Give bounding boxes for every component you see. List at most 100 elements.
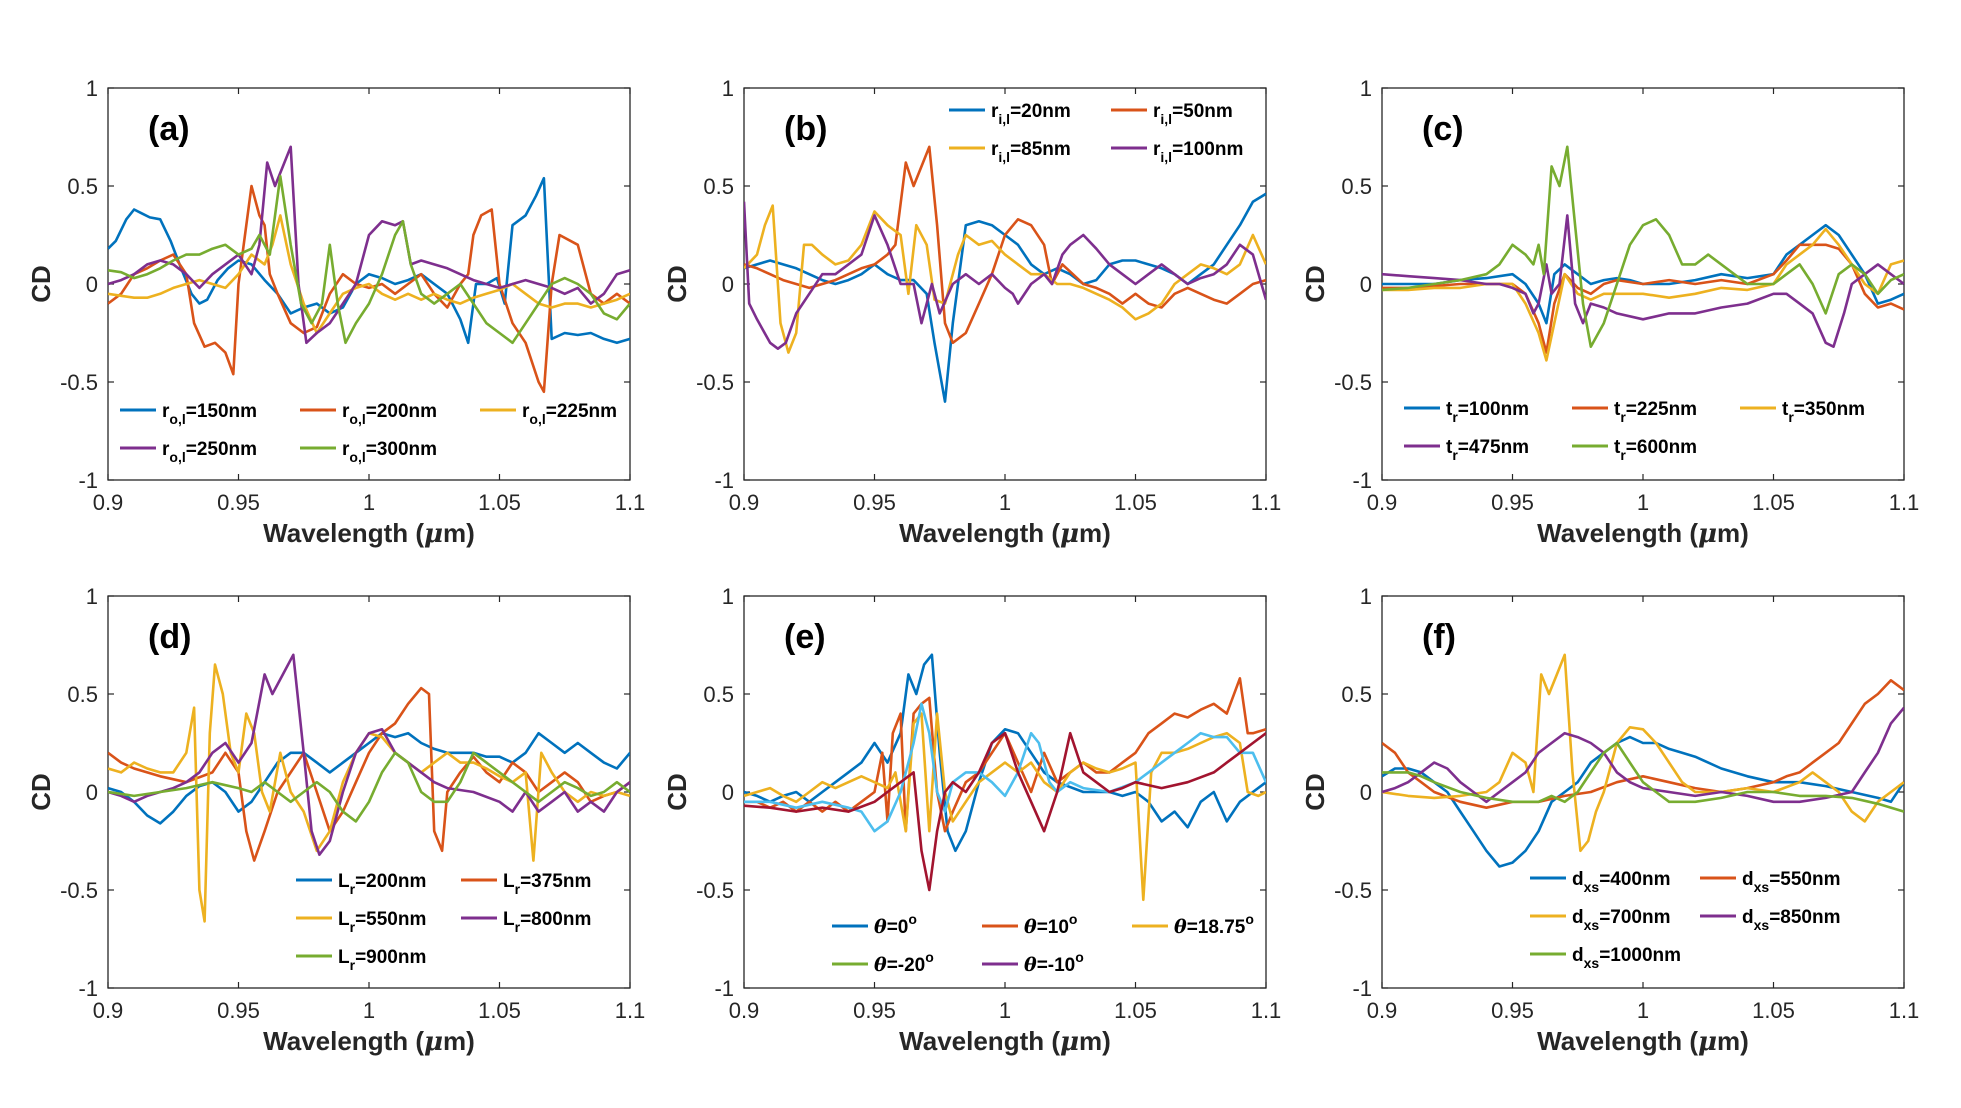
x-tick-label: 1 (1637, 998, 1649, 1023)
x-tick-label: 0.9 (729, 998, 760, 1023)
legend-entry: ri,l=85nm (991, 139, 1071, 165)
legend: dxs=400nm dxs=550nm dxs=700nm dxs=850nm dxs=… (1530, 869, 1840, 971)
y-tick-label: -0.5 (60, 370, 98, 395)
x-tick-label: 1.1 (1251, 998, 1282, 1023)
series-line (108, 751, 630, 823)
axes-box (743, 595, 1267, 989)
panel-label: (f) (1422, 618, 1456, 656)
panel-label: (d) (148, 618, 191, 656)
x-axis-label: Wavelength (μm) (263, 1026, 475, 1057)
legend-entry: ro,l=225nm (522, 401, 617, 427)
axes-box (1381, 595, 1905, 989)
legend-entry: θ=-10o (1024, 949, 1084, 976)
legend-entry: θ=10o (1024, 911, 1077, 938)
x-tick-label: 0.9 (93, 490, 124, 515)
x-axis-label: Wavelength (μm) (899, 1026, 1111, 1057)
x-tick-label: 0.95 (1491, 998, 1534, 1023)
x-tick-label: 1 (363, 998, 375, 1023)
y-tick-label: 1 (722, 584, 734, 609)
legend-entry: θ=0o (874, 911, 917, 938)
series-line (744, 201, 1266, 350)
x-tick-label: 1.05 (1114, 490, 1157, 515)
y-tick-label: 0 (722, 272, 734, 297)
legend-entry: Lr=900nm (338, 947, 426, 973)
y-tick-label: -0.5 (696, 370, 734, 395)
y-tick-label: 1 (1360, 584, 1372, 609)
series-line (1382, 706, 1904, 804)
y-tick-label: -1 (714, 468, 734, 493)
x-axis-label: Wavelength (μm) (1537, 518, 1749, 549)
y-axis-label: CD (26, 265, 56, 303)
series-line (744, 702, 1266, 833)
panel-a: 0.9 0.95 1 1.05 1.1 1 0.5 0 -0.5 -1 (a) Wavelength … (26, 76, 645, 549)
legend-entry: ro,l=250nm (162, 439, 257, 465)
y-tick-label: -1 (1352, 976, 1372, 1001)
y-tick-label: -1 (78, 976, 98, 1001)
panel-f: 0.9 0.95 1 1.05 1.1 1 0.5 0 -0.5 -1 (f) Wavelength … (1300, 584, 1919, 1057)
panel-e: 0.9 0.95 1 1.05 1.1 1 0.5 0 -0.5 -1 (e) Wavelength … (662, 584, 1281, 1057)
y-tick-label: 0.5 (1341, 174, 1372, 199)
series-line (744, 731, 1266, 892)
series-line (108, 686, 630, 862)
series-line (1382, 145, 1904, 348)
y-axis-label: CD (1300, 265, 1330, 303)
x-tick-label: 1.05 (478, 490, 521, 515)
x-tick-label: 1.05 (478, 998, 521, 1023)
legend-entry: Lr=550nm (338, 909, 426, 935)
legend-entry: dxs=700nm (1572, 907, 1670, 933)
y-tick-label: -0.5 (1334, 370, 1372, 395)
legend-entry: ri,l=20nm (991, 101, 1071, 127)
y-tick-label: 0.5 (703, 682, 734, 707)
legend: Lr=200nm Lr=375nm Lr=550nm Lr=800nm Lr=900nm (296, 871, 591, 973)
x-tick-label: 1.05 (1114, 998, 1157, 1023)
x-tick-label: 0.9 (729, 490, 760, 515)
y-tick-label: 0 (86, 780, 98, 805)
series-line (744, 653, 1266, 853)
y-axis-label: CD (662, 773, 692, 811)
x-tick-label: 0.95 (217, 490, 260, 515)
legend-entry: tr=475nm (1446, 437, 1529, 463)
x-tick-label: 1.1 (615, 490, 646, 515)
y-tick-label: 0 (1360, 272, 1372, 297)
x-tick-label: 1.05 (1752, 490, 1795, 515)
x-tick-label: 1.1 (615, 998, 646, 1023)
x-tick-label: 0.9 (1367, 490, 1398, 515)
y-tick-label: 1 (722, 76, 734, 101)
y-tick-label: 1 (86, 584, 98, 609)
series-line (1382, 741, 1904, 813)
y-tick-label: -0.5 (60, 878, 98, 903)
y-tick-label: 0 (86, 272, 98, 297)
x-tick-label: 0.95 (853, 998, 896, 1023)
series-line (108, 653, 630, 856)
legend-entry: dxs=400nm (1572, 869, 1670, 895)
legend-entry: dxs=850nm (1742, 907, 1840, 933)
legend-entry: ro,l=150nm (162, 401, 257, 427)
y-tick-label: 0.5 (67, 174, 98, 199)
series-line (108, 731, 630, 825)
x-tick-label: 1 (999, 998, 1011, 1023)
y-tick-label: -1 (1352, 468, 1372, 493)
y-tick-label: 1 (1360, 76, 1372, 101)
series-line (744, 712, 1266, 902)
y-tick-label: 1 (86, 76, 98, 101)
y-tick-label: -0.5 (1334, 878, 1372, 903)
legend-entry: Lr=800nm (503, 909, 591, 935)
legend: ro,l=150nm ro,l=200nm ro,l=225nm ro,l=250nm… (120, 401, 617, 465)
series-line (1382, 227, 1904, 362)
x-tick-label: 1.1 (1251, 490, 1282, 515)
x-axis-label: Wavelength (μm) (263, 518, 475, 549)
x-tick-label: 1 (1637, 490, 1649, 515)
legend-entry: ri,l=100nm (1153, 139, 1243, 165)
legend: tr=100nm tr=225nm tr=350nm tr=475nm tr=600nm (1404, 399, 1865, 463)
series-line (108, 174, 630, 345)
series-lines (1382, 145, 1904, 362)
y-tick-label: 0 (722, 780, 734, 805)
panel-label: (b) (784, 110, 827, 148)
y-tick-label: 0.5 (703, 174, 734, 199)
panel-c: 0.9 0.95 1 1.05 1.1 1 0.5 0 -0.5 -1 (c) Wavelength … (1300, 76, 1919, 549)
legend-entry: tr=225nm (1614, 399, 1697, 425)
legend-entry: ro,l=300nm (342, 439, 437, 465)
series-line (108, 214, 630, 335)
series-lines (108, 145, 630, 394)
